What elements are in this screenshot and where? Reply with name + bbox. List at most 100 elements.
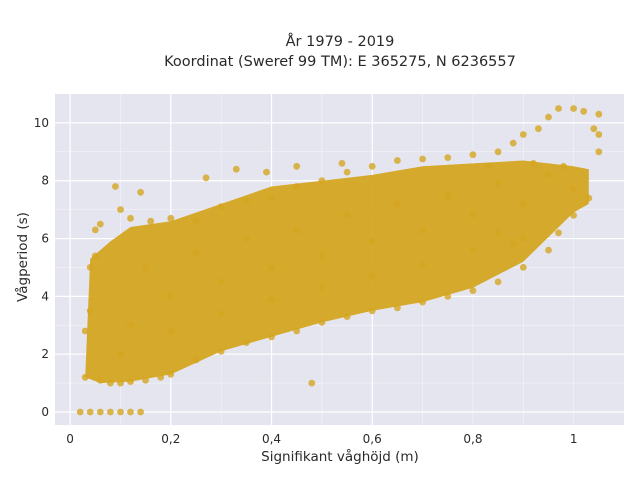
data-point (293, 226, 301, 234)
x-axis-title: Signifikant våghöjd (m) (261, 448, 419, 465)
data-point (595, 131, 603, 138)
data-point (394, 157, 401, 164)
data-point (142, 264, 150, 271)
y-tick-label: 2 (41, 347, 49, 361)
data-point (494, 180, 502, 188)
dense-point-cloud (85, 160, 589, 384)
y-axis-title: Vågperiod (s) (14, 212, 31, 302)
data-point (91, 252, 99, 260)
data-point (595, 110, 603, 118)
data-point (585, 194, 593, 202)
data-point (202, 174, 210, 182)
data-point (117, 408, 124, 416)
data-point (96, 408, 104, 416)
data-point (86, 408, 94, 416)
data-point (81, 327, 89, 335)
data-point (81, 373, 89, 381)
data-point (318, 319, 326, 326)
y-tick-label: 0 (41, 405, 49, 419)
data-point (242, 197, 250, 205)
data-point (419, 261, 426, 268)
data-point (293, 183, 301, 190)
data-point (343, 168, 351, 176)
data-point (217, 310, 225, 318)
y-tick-label: 6 (41, 232, 49, 246)
data-point (232, 165, 240, 173)
data-point (469, 287, 477, 294)
data-point (444, 191, 452, 199)
data-point (217, 203, 225, 211)
x-tick-label: 0,4 (262, 432, 281, 446)
data-point (580, 107, 588, 115)
data-point (318, 177, 326, 185)
data-point (107, 408, 114, 416)
data-point (127, 378, 134, 385)
data-point (343, 313, 351, 320)
data-point (86, 307, 94, 315)
data-point (394, 200, 401, 208)
data-point (535, 125, 542, 133)
data-point (318, 252, 326, 260)
data-point (242, 235, 250, 242)
data-point (419, 226, 426, 234)
data-point (217, 347, 225, 355)
data-density-bands (85, 160, 589, 384)
data-point (167, 214, 175, 222)
data-point (91, 226, 99, 234)
data-point (545, 171, 552, 179)
data-point (368, 272, 376, 280)
data-point (590, 125, 598, 133)
data-point (127, 321, 134, 329)
data-point (444, 293, 452, 300)
data-point (595, 148, 603, 156)
data-point (509, 240, 517, 248)
data-point (112, 183, 119, 190)
data-point (545, 246, 552, 254)
data-point (444, 154, 452, 162)
data-point (469, 151, 477, 159)
y-tick-label: 4 (41, 289, 49, 303)
data-point (519, 131, 527, 138)
data-point (469, 212, 477, 219)
data-point (560, 162, 567, 170)
x-tick-label: 0,2 (161, 432, 180, 446)
data-point (338, 160, 346, 167)
data-point (76, 408, 84, 416)
y-tick-label: 10 (34, 116, 49, 130)
data-point (86, 264, 94, 271)
data-point (192, 249, 200, 257)
data-point (308, 379, 316, 387)
data-point (545, 113, 552, 121)
data-point (96, 376, 104, 384)
x-tick-label: 0,8 (463, 432, 482, 446)
chart-title-line1: År 1979 - 2019 (286, 33, 395, 50)
data-point (263, 168, 270, 176)
data-point (137, 408, 145, 416)
data-point (147, 217, 155, 225)
x-tick-label: 0,6 (363, 432, 382, 446)
x-tick-label: 0 (66, 432, 74, 446)
data-point (494, 278, 502, 286)
data-point (192, 217, 200, 225)
data-point (157, 373, 165, 381)
data-point (555, 229, 562, 237)
data-point (509, 139, 517, 147)
x-tick-label: 1 (570, 432, 578, 446)
data-point (519, 200, 527, 208)
data-point (368, 307, 376, 315)
data-point (570, 186, 577, 193)
data-point (368, 238, 376, 245)
data-point (96, 220, 104, 228)
data-point (555, 105, 562, 112)
data-point (419, 155, 426, 163)
data-point (117, 350, 124, 358)
data-point (127, 214, 134, 222)
data-point (167, 327, 175, 335)
data-point (519, 235, 527, 242)
data-point (394, 304, 401, 312)
data-point (293, 162, 301, 170)
data-point (484, 162, 492, 170)
data-point (167, 371, 175, 378)
data-point (117, 379, 124, 387)
